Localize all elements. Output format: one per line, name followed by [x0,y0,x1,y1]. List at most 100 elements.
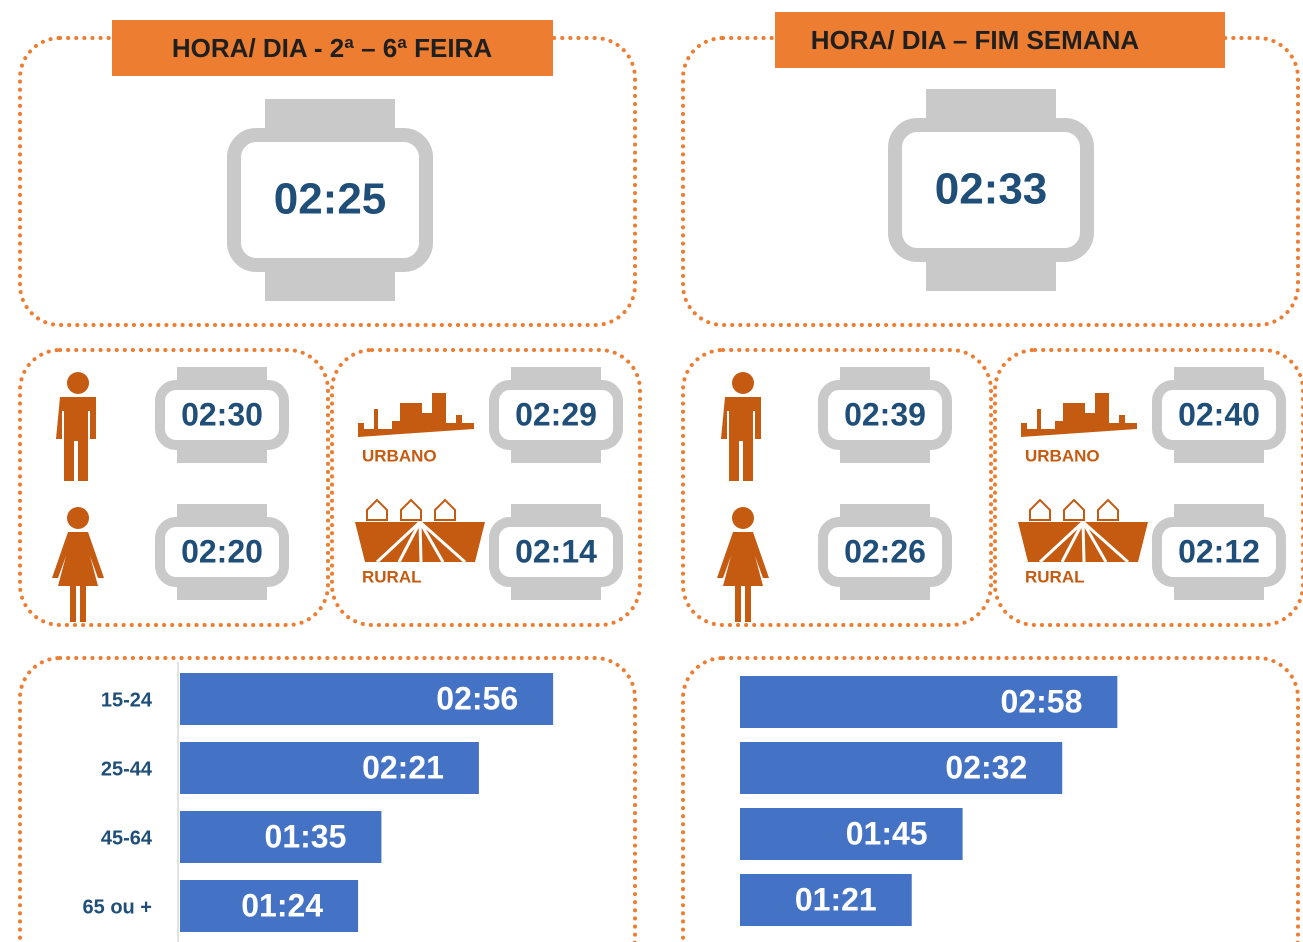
watch-time: 02:30 [181,396,263,432]
rural-icon [400,498,422,521]
rural-icon [418,521,423,563]
watch-band [840,586,930,600]
watch-time: 02:12 [1178,533,1260,569]
man-icon [56,397,96,481]
dotted-frame [330,348,642,627]
dotted-frame [18,348,330,627]
age-label: 15-24 [101,689,153,711]
rural-icon [418,521,445,563]
man-icon [732,372,754,394]
rural-icon [1029,498,1051,521]
bar [740,676,1118,728]
urban-icon [1021,393,1137,437]
rural-icon [1081,521,1108,563]
watch-time: 02:39 [844,396,926,432]
rural-label: RURAL [1025,567,1085,586]
watch-time: 02:29 [515,396,597,432]
watch-time: 02:26 [844,533,926,569]
watch-body [818,517,952,587]
rural-icon [1038,520,1085,564]
watch-band [511,504,601,518]
woman-icon [732,507,754,529]
watch-time: 02:25 [274,175,387,224]
watch-body [155,380,289,450]
watch-band [840,504,930,518]
bar [740,874,912,926]
rural-icon [1097,498,1119,521]
woman-icon [52,532,104,622]
watch-body [888,118,1094,262]
watch-time: 02:40 [1178,396,1260,432]
bar-value-label: 01:24 [241,887,323,923]
title-box [775,12,1225,68]
age-label: 65 ou + [83,896,152,918]
bar-value-label: 02:56 [436,680,518,716]
watch-band [1174,586,1264,600]
bar [740,808,963,860]
watch-band [511,449,601,463]
rural-icon [434,498,456,521]
dotted-frame [681,348,993,627]
urban-icon [358,393,474,437]
watch-band [265,269,395,301]
age-label: 45-64 [101,827,153,849]
rural-icon [419,520,466,564]
watch-band [1174,504,1264,518]
watch-body [1152,380,1286,450]
watch-time: 02:33 [935,165,1048,214]
watch-band [926,259,1056,291]
watch-body [489,517,623,587]
bar [740,742,1063,794]
watch-body [227,128,433,272]
watch-band [177,367,267,381]
bar [180,673,554,725]
watch-band [840,449,930,463]
watch-band [511,586,601,600]
watch-band [177,504,267,518]
watch-body [155,517,289,587]
bar-value-label: 02:32 [945,749,1027,785]
rural-icon [397,521,422,563]
dotted-frame [993,348,1303,627]
bar-value-label: 02:58 [1001,683,1083,719]
panel-title: HORA/ DIA – FIM SEMANA [811,25,1140,55]
watch-band [840,367,930,381]
watch-band [1174,367,1264,381]
watch-time: 02:20 [181,533,263,569]
bar-value-label: 01:45 [846,815,928,851]
man-icon [67,372,89,394]
watch-band [1174,449,1264,463]
woman-icon [717,532,769,622]
watch-band [926,89,1056,121]
watch-body [818,380,952,450]
watch-band [177,449,267,463]
watch-time: 02:14 [515,533,597,569]
bar-value-label: 02:21 [362,749,444,785]
bar [180,811,382,863]
title-box [112,20,553,76]
man-icon [721,397,761,481]
rural-icon [1081,521,1086,563]
rural-icon [1082,520,1129,564]
watch-band [177,586,267,600]
urban-label: URBANO [1025,446,1100,465]
rural-icon [375,520,422,564]
watch-body [1152,517,1286,587]
rural-label: RURAL [362,567,422,586]
bar [180,742,479,794]
bar-value-label: 01:35 [265,818,347,854]
bar-value-label: 01:21 [795,881,877,917]
urban-label: URBANO [362,446,437,465]
dotted-frame [681,656,1300,942]
rural-icon [366,498,388,521]
watch-band [265,99,395,131]
woman-icon [67,507,89,529]
watch-body [489,380,623,450]
dotted-frame [18,656,637,942]
bar [180,880,359,932]
panel-title: HORA/ DIA - 2ª – 6ª FEIRA [172,33,492,63]
age-label: 25-44 [101,758,153,780]
rural-icon [1063,498,1085,521]
rural-icon [1060,521,1085,563]
